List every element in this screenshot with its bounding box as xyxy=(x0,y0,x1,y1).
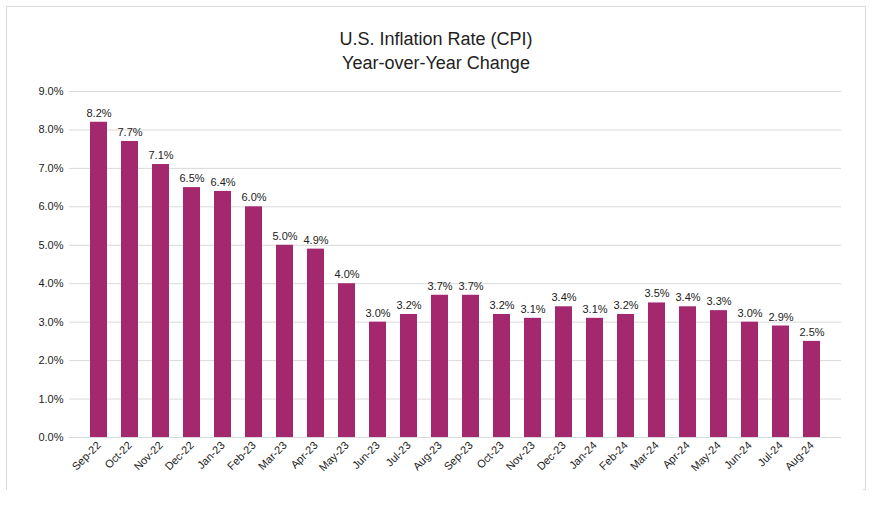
svg-text:5.0%: 5.0% xyxy=(272,230,297,242)
svg-text:Jul-23: Jul-23 xyxy=(383,439,413,469)
svg-text:7.7%: 7.7% xyxy=(117,126,142,138)
svg-text:Mar-24: Mar-24 xyxy=(628,439,661,472)
svg-text:Aug-23: Aug-23 xyxy=(410,439,444,473)
svg-text:May-23: May-23 xyxy=(316,439,350,473)
svg-text:3.0%: 3.0% xyxy=(737,307,762,319)
svg-text:2.5%: 2.5% xyxy=(799,326,824,338)
svg-text:7.1%: 7.1% xyxy=(148,149,173,161)
svg-text:4.0%: 4.0% xyxy=(38,277,63,289)
svg-text:3.7%: 3.7% xyxy=(427,280,452,292)
svg-text:Jun-23: Jun-23 xyxy=(350,439,382,471)
svg-text:3.5%: 3.5% xyxy=(644,287,669,299)
svg-text:Dec-23: Dec-23 xyxy=(534,439,568,473)
svg-text:3.1%: 3.1% xyxy=(520,303,545,315)
html-text:U.S. Inflation Rate (CPI): U.S. Inflation Rate (CPI) xyxy=(339,29,533,49)
svg-text:6.5%: 6.5% xyxy=(179,172,204,184)
svg-text:3.2%: 3.2% xyxy=(613,299,638,311)
svg-text:5.0%: 5.0% xyxy=(38,239,63,251)
svg-text:Aug-24: Aug-24 xyxy=(782,439,816,473)
svg-text:3.0%: 3.0% xyxy=(38,316,63,328)
svg-text:3.3%: 3.3% xyxy=(706,295,731,307)
svg-text:4.9%: 4.9% xyxy=(303,234,328,246)
svg-text:Jan-24: Jan-24 xyxy=(567,439,599,471)
svg-text:4.0%: 4.0% xyxy=(334,268,359,280)
svg-text:3.2%: 3.2% xyxy=(396,299,421,311)
svg-text:Oct-23: Oct-23 xyxy=(474,439,506,471)
svg-text:Sep-22: Sep-22 xyxy=(69,439,103,473)
svg-text:2.9%: 2.9% xyxy=(768,311,793,323)
svg-text:3.1%: 3.1% xyxy=(582,303,607,315)
svg-text:Nov-23: Nov-23 xyxy=(503,439,537,473)
svg-text:Feb-24: Feb-24 xyxy=(597,439,630,472)
svg-text:6.0%: 6.0% xyxy=(38,200,63,212)
svg-text:Nov-22: Nov-22 xyxy=(131,439,165,473)
svg-text:3.4%: 3.4% xyxy=(675,291,700,303)
svg-text:Dec-22: Dec-22 xyxy=(162,439,196,473)
svg-text:Jan-23: Jan-23 xyxy=(195,439,227,471)
svg-text:3.7%: 3.7% xyxy=(458,280,483,292)
svg-text:May-24: May-24 xyxy=(688,439,722,473)
svg-text:Jun-24: Jun-24 xyxy=(722,439,754,471)
svg-text:Apr-24: Apr-24 xyxy=(660,439,692,471)
svg-text:0.0%: 0.0% xyxy=(38,431,63,443)
html-text:Year-over-Year Change: Year-over-Year Change xyxy=(342,53,530,73)
svg-text:8.2%: 8.2% xyxy=(86,107,111,119)
svg-text:7.0%: 7.0% xyxy=(38,162,63,174)
svg-text:8.0%: 8.0% xyxy=(38,123,63,135)
svg-text:Mar-23: Mar-23 xyxy=(256,439,289,472)
svg-text:3.4%: 3.4% xyxy=(551,291,576,303)
svg-text:3.2%: 3.2% xyxy=(489,299,514,311)
svg-text:Feb-23: Feb-23 xyxy=(225,439,258,472)
svg-text:1.0%: 1.0% xyxy=(38,393,63,405)
svg-text:2.0%: 2.0% xyxy=(38,354,63,366)
svg-text:3.0%: 3.0% xyxy=(365,307,390,319)
svg-text:Oct-22: Oct-22 xyxy=(102,439,134,471)
svg-text:6.0%: 6.0% xyxy=(241,191,266,203)
svg-text:6.4%: 6.4% xyxy=(210,176,235,188)
svg-text:9.0%: 9.0% xyxy=(38,85,63,97)
svg-text:Jul-24: Jul-24 xyxy=(755,439,785,469)
svg-text:Apr-23: Apr-23 xyxy=(288,439,320,471)
svg-text:Sep-23: Sep-23 xyxy=(441,439,475,473)
